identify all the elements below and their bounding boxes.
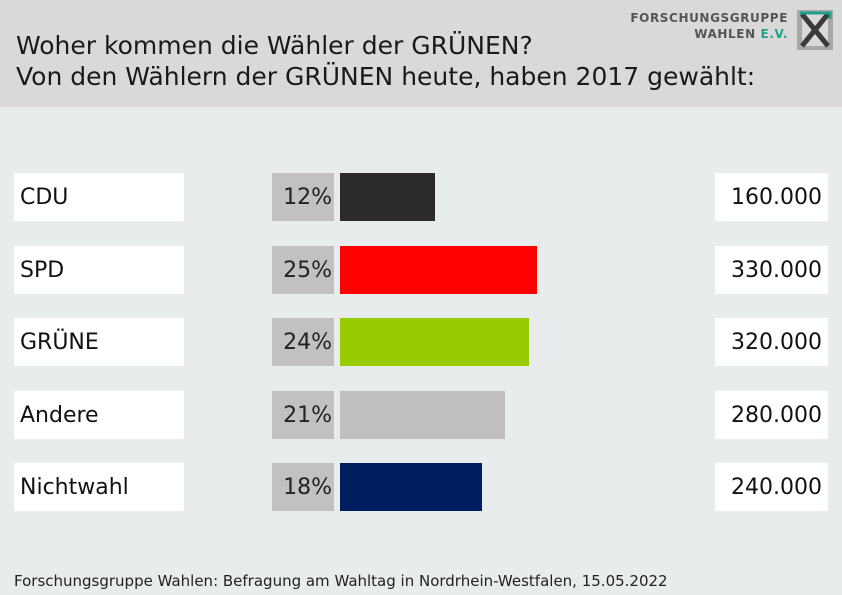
absolute-value-label: 240.000 [715, 463, 828, 511]
logo-text: FORSCHUNGSGRUPPE WAHLEN E.V. [630, 10, 788, 42]
category-label: Andere [14, 391, 184, 439]
absolute-value-label: 330.000 [715, 246, 828, 294]
bar [340, 318, 529, 366]
percent-label: 25% [272, 246, 334, 294]
category-label: Nichtwahl [14, 463, 184, 511]
bar [340, 246, 537, 294]
absolute-value-label: 320.000 [715, 318, 828, 366]
bar [340, 391, 505, 439]
header: Woher kommen die Wähler der GRÜNEN? Von … [0, 0, 842, 107]
source-note: Forschungsgruppe Wahlen: Befragung am Wa… [14, 572, 668, 590]
chart-subtitle: Von den Wählern der GRÜNEN heute, haben … [16, 62, 756, 91]
percent-label: 21% [272, 391, 334, 439]
bar [340, 463, 482, 511]
logo-icon [797, 10, 833, 50]
absolute-value-label: 280.000 [715, 391, 828, 439]
percent-label: 12% [272, 173, 334, 221]
category-label: SPD [14, 246, 184, 294]
chart-title: Woher kommen die Wähler der GRÜNEN? [16, 31, 533, 60]
percent-label: 24% [272, 318, 334, 366]
category-label: CDU [14, 173, 184, 221]
percent-label: 18% [272, 463, 334, 511]
logo-line-2: WAHLEN E.V. [694, 27, 788, 41]
category-label: GRÜNE [14, 318, 184, 366]
absolute-value-label: 160.000 [715, 173, 828, 221]
logo-line-1: FORSCHUNGSGRUPPE [630, 11, 788, 25]
bar [340, 173, 435, 221]
